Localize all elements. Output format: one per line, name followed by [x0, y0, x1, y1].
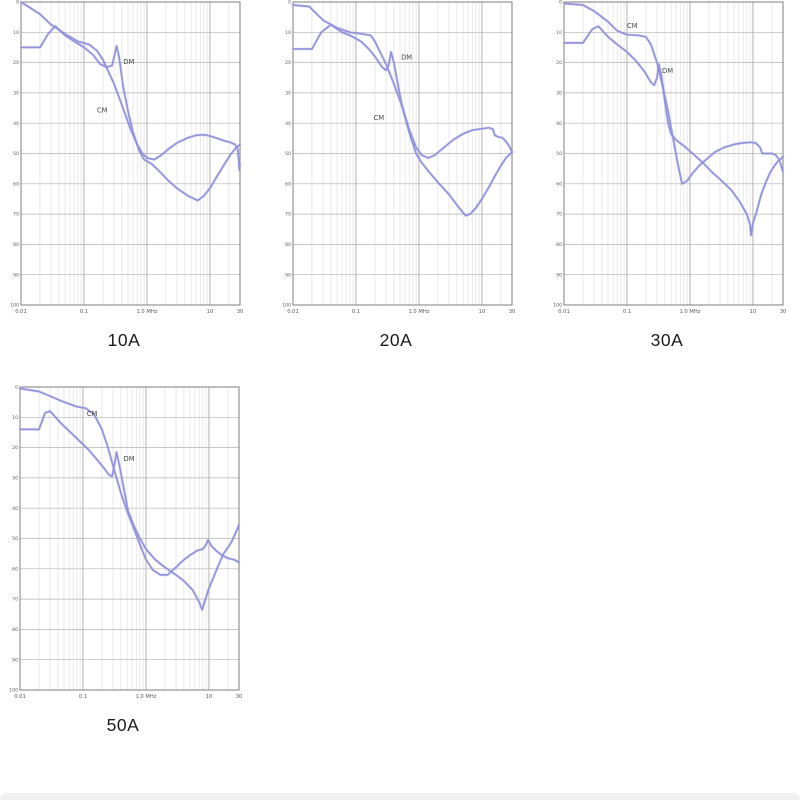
svg-text:0.1: 0.1	[352, 309, 360, 315]
svg-text:0.01: 0.01	[15, 309, 27, 315]
svg-text:1.0 MHz: 1.0 MHz	[136, 309, 157, 315]
svg-text:100: 100	[553, 303, 562, 309]
svg-text:30: 30	[509, 309, 516, 315]
svg-text:0.1: 0.1	[80, 309, 88, 315]
svg-text:0: 0	[288, 0, 291, 6]
svg-text:100: 100	[9, 688, 18, 694]
svg-text:1.0 MHz: 1.0 MHz	[135, 694, 156, 700]
svg-text:90: 90	[12, 657, 18, 663]
svg-text:1.0 MHz: 1.0 MHz	[408, 309, 429, 315]
svg-text:90: 90	[13, 272, 19, 278]
svg-text:20: 20	[556, 60, 562, 66]
curve-dm	[19, 410, 240, 611]
svg-text:10: 10	[479, 309, 486, 315]
svg-text:70: 70	[285, 212, 291, 218]
svg-text:100: 100	[282, 303, 291, 309]
svg-text:30: 30	[285, 91, 291, 97]
chart-title-10a: 10A	[107, 330, 141, 350]
svg-text:0: 0	[16, 0, 19, 6]
svg-text:20: 20	[285, 60, 291, 66]
svg-text:0.01: 0.01	[287, 309, 299, 315]
chart-panel-30a: 0 10 20 30 40 50 60 70 80 90 100 0.01 0.1 1.0 MHz 10 30…	[551, 0, 796, 351]
svg-text:60: 60	[12, 566, 18, 572]
svg-text:DM: DM	[124, 455, 135, 463]
svg-text:100: 100	[10, 303, 19, 309]
svg-text:DM: DM	[401, 54, 412, 62]
svg-text:DM: DM	[123, 58, 134, 66]
svg-text:80: 80	[13, 242, 19, 248]
svg-text:50: 50	[12, 536, 18, 542]
svg-text:1.0 MHz: 1.0 MHz	[679, 309, 700, 315]
curve-cm	[563, 2, 784, 185]
svg-text:70: 70	[13, 212, 19, 218]
curve-dm	[563, 25, 784, 237]
curve-cm	[19, 387, 240, 576]
svg-text:20: 20	[13, 60, 19, 66]
svg-text:0.01: 0.01	[14, 694, 26, 700]
svg-text:30: 30	[237, 309, 244, 315]
svg-text:10: 10	[207, 309, 214, 315]
svg-text:90: 90	[285, 272, 291, 278]
chart-panel-50a: 0 10 20 30 40 50 60 70 80 90 100 0.01 0.1 1.0 MHz 10 30…	[7, 385, 252, 736]
svg-text:50: 50	[13, 151, 19, 157]
chart-title-30a: 30A	[650, 330, 684, 350]
chart-panel-10a: 0 10 20 30 40 50 60 70 80 90 100 0.01 0.1 1.0 MHz 10 30…	[8, 0, 253, 351]
svg-text:70: 70	[12, 597, 18, 603]
svg-text:0: 0	[559, 0, 562, 6]
svg-text:CM: CM	[97, 107, 108, 115]
svg-text:40: 40	[285, 121, 291, 127]
svg-text:CM: CM	[374, 114, 385, 122]
svg-text:10: 10	[750, 309, 757, 315]
svg-text:60: 60	[285, 181, 291, 187]
chart-panel-20a: 0 10 20 30 40 50 60 70 80 90 100 0.01 0.1 1.0 MHz 10 30…	[280, 0, 525, 351]
svg-text:90: 90	[556, 272, 562, 278]
svg-text:80: 80	[12, 627, 18, 633]
svg-text:20: 20	[12, 445, 18, 451]
svg-text:80: 80	[285, 242, 291, 248]
svg-text:10: 10	[12, 415, 18, 421]
svg-text:10: 10	[556, 30, 562, 36]
svg-text:40: 40	[556, 121, 562, 127]
svg-text:70: 70	[556, 212, 562, 218]
curve-cm	[20, 1, 241, 172]
svg-text:40: 40	[13, 121, 19, 127]
svg-text:30: 30	[12, 476, 18, 482]
svg-text:CM: CM	[627, 22, 638, 30]
svg-text:60: 60	[13, 181, 19, 187]
svg-text:10: 10	[285, 30, 291, 36]
svg-text:0.1: 0.1	[79, 694, 87, 700]
svg-text:80: 80	[556, 242, 562, 248]
svg-text:DM: DM	[662, 67, 673, 75]
svg-text:0.01: 0.01	[558, 309, 570, 315]
svg-text:30: 30	[556, 91, 562, 97]
bottom-edge-strip	[0, 793, 800, 800]
svg-text:60: 60	[556, 181, 562, 187]
chart-title-20a: 20A	[379, 330, 413, 350]
svg-text:0: 0	[15, 385, 18, 391]
curve-cm	[292, 4, 513, 159]
svg-text:10: 10	[206, 694, 213, 700]
svg-text:0.1: 0.1	[623, 309, 631, 315]
svg-text:30: 30	[780, 309, 787, 315]
svg-text:30: 30	[236, 694, 243, 700]
svg-text:10: 10	[13, 30, 19, 36]
svg-text:50: 50	[285, 151, 291, 157]
svg-text:30: 30	[13, 91, 19, 97]
curve-dm	[20, 25, 241, 202]
curve-dm	[292, 23, 513, 217]
svg-text:CM: CM	[87, 410, 98, 418]
svg-text:40: 40	[12, 506, 18, 512]
svg-text:50: 50	[556, 151, 562, 157]
chart-title-50a: 50A	[106, 715, 140, 735]
